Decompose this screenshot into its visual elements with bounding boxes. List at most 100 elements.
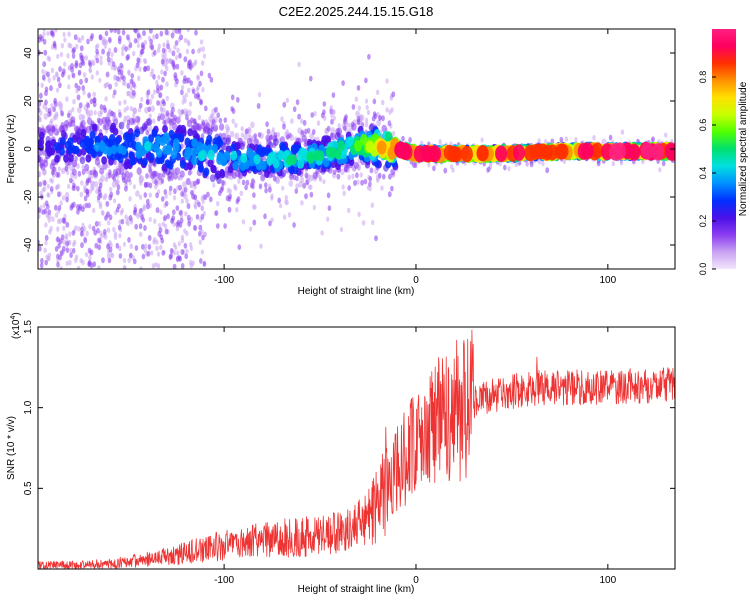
heatmap-cell — [114, 81, 118, 87]
heatmap-cell — [67, 31, 71, 37]
heatmap-cell — [384, 131, 393, 143]
heatmap-cell — [99, 142, 107, 153]
heatmap-cell — [182, 181, 187, 189]
heatmap-cell — [124, 170, 130, 179]
heatmap-cell — [67, 84, 71, 90]
heatmap-cell — [365, 140, 375, 153]
heatmap-cell — [44, 240, 48, 246]
heatmap-cell — [133, 258, 137, 265]
heatmap-cell — [175, 63, 180, 70]
heatmap-cell — [135, 115, 141, 123]
heatmap-cell — [240, 126, 244, 132]
heatmap-cell — [300, 129, 305, 136]
heatmap-cell — [355, 172, 359, 179]
snr-x-tick-label: 0 — [413, 575, 419, 586]
heatmap-cell — [369, 167, 374, 174]
heatmap-cell — [65, 240, 69, 247]
heatmap-cell — [106, 56, 111, 63]
heatmap-cell — [59, 51, 64, 58]
heatmap-cell — [193, 202, 197, 209]
heatmap-cell — [180, 191, 184, 197]
heatmap-cell — [145, 129, 149, 136]
heatmap-cell — [80, 242, 84, 249]
heatmap-cell — [336, 173, 341, 180]
heatmap-cell — [143, 39, 148, 46]
heatmap-cell — [147, 244, 152, 250]
heatmap-cell — [116, 179, 120, 185]
heatmap-cell — [62, 123, 69, 132]
heatmap-cell — [124, 158, 130, 167]
heatmap-cell — [225, 137, 231, 146]
heatmap-cell — [191, 88, 196, 95]
heatmap-cell — [133, 29, 137, 33]
heatmap-cell — [152, 34, 156, 40]
heatmap-cell — [180, 109, 185, 115]
heatmap-cell — [165, 110, 170, 117]
heatmap-cell — [664, 132, 668, 138]
heatmap-cell — [92, 91, 96, 98]
heatmap-cell — [94, 220, 99, 227]
heatmap-cell — [65, 196, 69, 203]
heatmap-cell — [198, 230, 202, 237]
heatmap-cell — [71, 53, 76, 59]
heatmap-cell — [168, 185, 173, 192]
heatmap-cell — [216, 223, 220, 229]
heatmap-cell — [121, 80, 126, 86]
heatmap-cell — [114, 151, 121, 161]
snr-y-tick-label: 1.5 — [23, 320, 34, 334]
heatmap-cell — [260, 174, 266, 182]
heatmap-cell — [84, 202, 89, 209]
heatmap-cell — [161, 47, 166, 54]
heatmap-cell — [72, 98, 76, 105]
heatmap-cell — [219, 123, 225, 131]
heatmap-cell — [197, 114, 202, 121]
heatmap-cell — [106, 243, 110, 250]
heatmap-cell — [155, 155, 162, 165]
heatmap-cell — [164, 200, 169, 207]
heatmap-cell — [216, 155, 224, 165]
heatmap-cell — [356, 179, 360, 185]
heatmap-cell — [289, 154, 298, 166]
heatmap-cell — [198, 224, 203, 231]
heatmap-cell — [105, 71, 110, 78]
heatmap-cell — [169, 252, 174, 259]
heatmap-cell — [337, 140, 345, 152]
heatmap-cell — [191, 138, 198, 148]
heatmap-cell — [146, 203, 150, 210]
heatmap-cell — [215, 170, 221, 179]
heatmap-cell — [186, 77, 191, 84]
heatmap-cell — [230, 143, 237, 153]
heatmap-cell — [55, 111, 59, 117]
heatmap-cell — [221, 179, 225, 186]
heatmap-cell — [165, 95, 169, 102]
heatmap-cell — [351, 104, 356, 110]
heatmap-cell — [162, 107, 166, 113]
heatmap-cell — [150, 105, 155, 112]
heatmap-cell — [172, 263, 177, 269]
heatmap-cell — [134, 223, 139, 230]
heatmap-cell — [302, 119, 307, 126]
heatmap-cell — [162, 124, 168, 134]
heatmap-cell — [237, 244, 242, 251]
heatmap-cell — [109, 57, 114, 64]
heatmap-cell — [87, 92, 91, 99]
heatmap-cell — [337, 123, 341, 129]
heatmap-cell — [77, 106, 82, 114]
heatmap-cell — [171, 50, 176, 57]
heatmap-cell — [234, 122, 238, 128]
heatmap-cell — [159, 209, 163, 215]
heatmap-cell — [191, 48, 195, 55]
heatmap-cell — [62, 225, 66, 231]
heatmap-cell — [58, 218, 62, 224]
heatmap-cell — [347, 207, 351, 214]
heatmap-cell — [81, 85, 85, 91]
heatmap-cell — [64, 165, 69, 172]
heatmap-cell — [207, 149, 215, 161]
heatmap-cell — [305, 179, 309, 186]
heatmap-cell — [156, 100, 160, 106]
heatmap-cell — [183, 242, 188, 249]
heatmap-cell — [138, 194, 143, 200]
heatmap-cell — [187, 220, 192, 227]
heatmap-cell — [76, 94, 81, 101]
